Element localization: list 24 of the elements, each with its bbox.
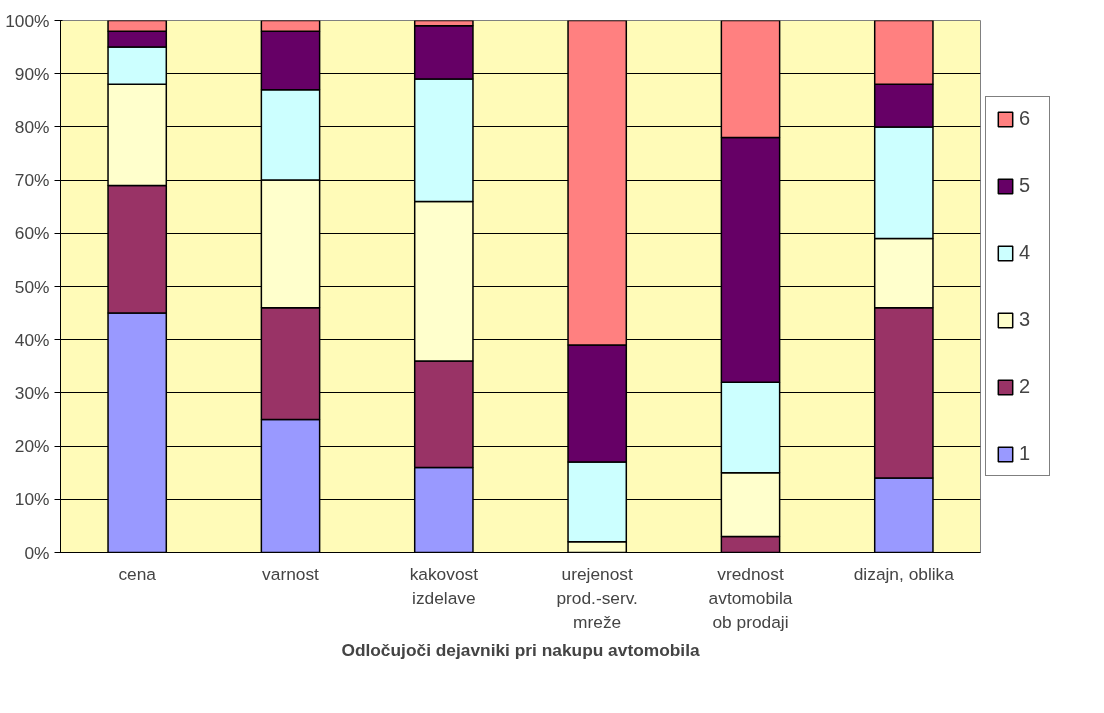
y-tick-label: 20% — [14, 436, 50, 457]
x-tick-label: varnost — [262, 563, 320, 584]
legend-label: 3 — [1019, 308, 1032, 331]
x-tick-label: vrednost avtomobila ob prodaji — [708, 563, 793, 632]
legend-label: 6 — [1019, 107, 1032, 130]
y-tick-label: 80% — [14, 116, 50, 137]
y-tick-label: 10% — [14, 489, 50, 510]
y-tick-label: 50% — [14, 276, 50, 297]
legend-label: 2 — [1019, 375, 1032, 398]
y-tick-label: 90% — [14, 63, 50, 84]
legend-label: 1 — [1019, 442, 1032, 465]
legend-label: 4 — [1019, 241, 1032, 264]
x-axis-title: Odločujoči dejavniki pri nakupu avtomobila — [341, 639, 700, 660]
x-tick-label: dizajn, oblika — [853, 563, 955, 584]
y-tick-label: 100% — [5, 10, 50, 31]
y-tick-label: 0% — [24, 542, 50, 563]
x-tick-label: cena — [118, 563, 157, 584]
x-tick-label: kakovost izdelave — [409, 563, 479, 608]
y-tick-label: 70% — [14, 170, 50, 191]
y-tick-label: 40% — [14, 329, 50, 350]
y-tick-label: 60% — [14, 223, 50, 244]
x-tick-label: urejenost prod.-serv. mreže — [556, 563, 638, 632]
y-tick-label: 30% — [14, 382, 50, 403]
legend-label: 5 — [1019, 174, 1032, 197]
